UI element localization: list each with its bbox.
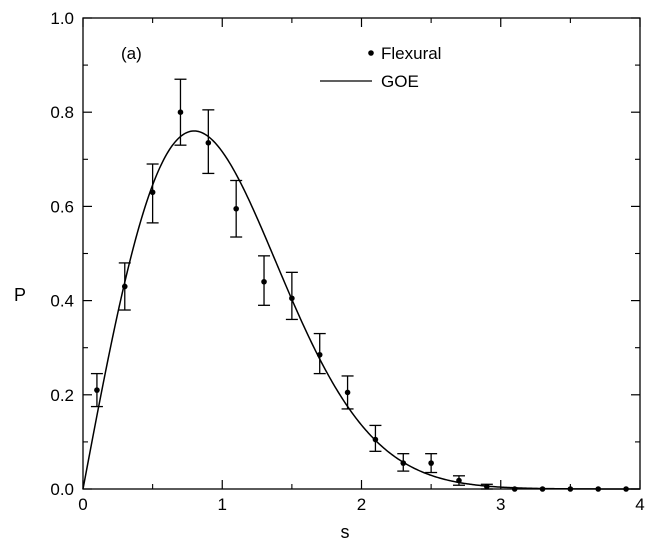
flexural-point xyxy=(400,460,407,466)
x-tick-label: 0 xyxy=(78,495,87,514)
goe-curve xyxy=(82,130,640,490)
legend-flexural-marker xyxy=(368,50,374,56)
flexural-point xyxy=(149,189,156,196)
axis-ticks: 0 1 2 3 4 0.0 0.2 0.4 0.6 0.8 1.0 xyxy=(50,9,644,514)
flexural-point xyxy=(511,486,518,492)
flexural-point xyxy=(205,140,212,146)
y-tick-label: 0.0 xyxy=(50,480,74,499)
flexural-point xyxy=(372,436,379,443)
flexural-point xyxy=(623,486,629,492)
flexural-point xyxy=(428,460,434,466)
x-axis-label: s xyxy=(341,522,350,542)
flexural-point xyxy=(121,283,128,290)
flexural-point xyxy=(94,387,100,393)
flexural-point xyxy=(595,486,602,492)
goe-curve-group xyxy=(82,130,640,490)
y-tick-label: 0.6 xyxy=(50,197,74,216)
flexural-points-group xyxy=(90,78,629,492)
flexural-point xyxy=(456,477,462,484)
y-axis-label: P xyxy=(14,285,26,305)
flexural-point xyxy=(233,205,239,212)
flexural-point xyxy=(539,486,546,492)
flexural-point xyxy=(344,389,351,396)
flexural-point xyxy=(316,351,323,358)
y-tick-label: 0.4 xyxy=(50,292,74,311)
plot-frame xyxy=(82,17,641,490)
legend-goe-label: GOE xyxy=(381,72,419,91)
legend: Flexural GOE xyxy=(320,44,441,91)
flexural-point xyxy=(567,486,574,492)
legend-flexural-label: Flexural xyxy=(381,44,441,63)
flexural-point xyxy=(261,278,267,285)
flexural-point xyxy=(177,109,184,115)
panel-label: (a) xyxy=(121,44,142,63)
x-tick-label: 2 xyxy=(357,495,366,514)
y-tick-label: 1.0 xyxy=(50,9,74,28)
x-tick-label: 3 xyxy=(496,495,505,514)
x-tick-label: 1 xyxy=(218,495,227,514)
y-tick-label: 0.8 xyxy=(50,103,74,122)
flexural-point xyxy=(289,295,295,302)
flexural-point xyxy=(484,483,490,490)
y-tick-label: 0.2 xyxy=(50,386,74,405)
plot-border xyxy=(82,17,641,490)
x-tick-label: 4 xyxy=(635,495,644,514)
